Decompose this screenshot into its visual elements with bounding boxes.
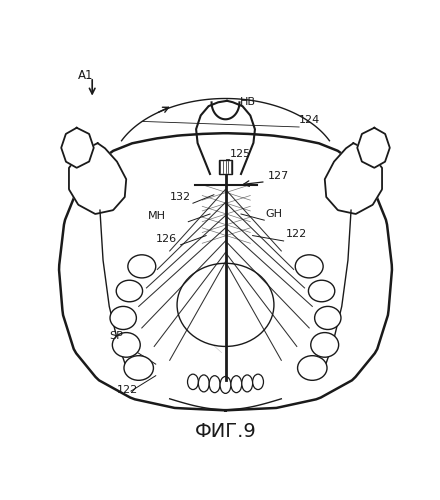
Ellipse shape [231, 376, 242, 392]
Ellipse shape [311, 332, 339, 357]
Text: 132: 132 [170, 192, 191, 202]
Ellipse shape [187, 374, 198, 390]
Ellipse shape [112, 332, 140, 357]
Ellipse shape [177, 264, 274, 346]
Polygon shape [61, 128, 94, 168]
Ellipse shape [297, 356, 327, 380]
Text: 126: 126 [156, 234, 177, 243]
Text: SP: SP [109, 330, 123, 340]
Text: 124: 124 [299, 115, 320, 125]
Text: МН: МН [148, 210, 166, 220]
Ellipse shape [116, 280, 143, 302]
Ellipse shape [124, 356, 154, 380]
Text: 122: 122 [286, 229, 307, 239]
Ellipse shape [198, 375, 209, 392]
Polygon shape [357, 128, 390, 168]
Ellipse shape [128, 255, 156, 278]
Polygon shape [69, 143, 126, 214]
Ellipse shape [209, 376, 220, 392]
Ellipse shape [110, 306, 136, 330]
Bar [219, 160, 232, 174]
Text: 127: 127 [268, 170, 290, 180]
Ellipse shape [220, 376, 231, 394]
Ellipse shape [295, 255, 323, 278]
Ellipse shape [308, 280, 335, 302]
Ellipse shape [253, 374, 264, 390]
Text: НВ: НВ [239, 96, 256, 106]
Ellipse shape [242, 375, 253, 392]
Text: 122: 122 [117, 384, 138, 394]
Text: ФИГ.9: ФИГ.9 [194, 422, 257, 440]
Text: A1: A1 [78, 69, 94, 82]
Text: 125: 125 [230, 149, 251, 159]
Text: GH: GH [266, 209, 283, 219]
Polygon shape [325, 143, 382, 214]
Ellipse shape [315, 306, 341, 330]
